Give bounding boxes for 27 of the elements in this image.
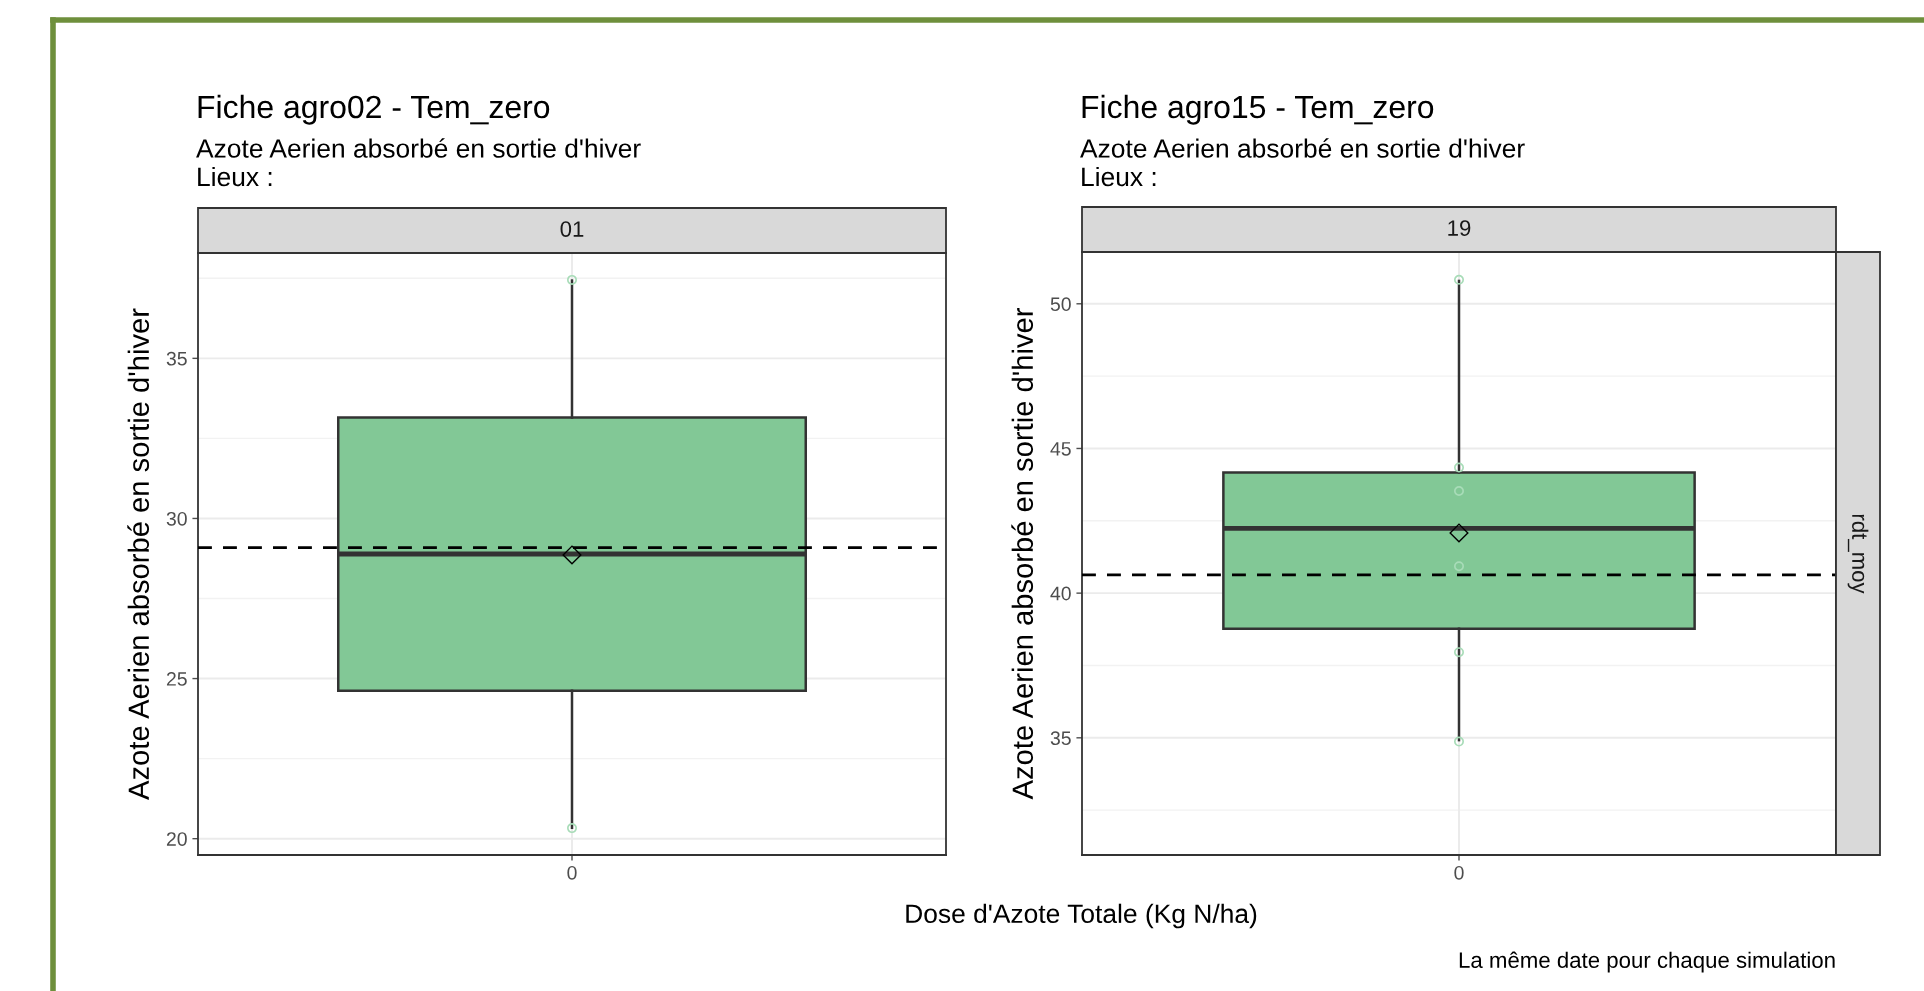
y-axis-title: Azote Aerien absorbé en sortie d'hiver xyxy=(1011,307,1034,800)
point xyxy=(1453,561,1465,572)
x-axis-title: Dose d'Azote Totale (Kg N/ha) xyxy=(906,903,1257,929)
x-tick-label: 0 xyxy=(567,865,577,880)
y-tick-label: 40 xyxy=(1050,586,1071,601)
y-tick-label: 25 xyxy=(166,672,187,686)
y-tick-label: 50 xyxy=(1050,297,1071,312)
y-tick-label: 30 xyxy=(166,511,187,526)
text: 01 xyxy=(560,221,584,237)
chart-title: Fiche agro15 - Tem_zero xyxy=(1082,94,1434,125)
y-tick-label: 35 xyxy=(166,351,187,366)
chart-subtitle: Azote Aerien absorbé en sortie d'hiver Lieux : xyxy=(1080,138,1525,187)
chart-subtitle: Azote Aerien absorbé en sortie d'hiver Lieux : xyxy=(196,138,641,187)
point xyxy=(1453,485,1465,497)
x-tick-label: 0 xyxy=(1454,865,1464,880)
chart-title: Fiche agro02 - Tem_zero xyxy=(198,94,550,125)
y-tick-label: 45 xyxy=(1050,442,1071,456)
text: La même date pour chaque simulation xyxy=(1459,951,1835,973)
y-axis-title: Azote Aerien absorbé en sortie d'hiver xyxy=(127,308,150,800)
point xyxy=(1453,736,1465,747)
y-tick-label: 35 xyxy=(1050,731,1071,746)
point xyxy=(1453,647,1465,658)
point xyxy=(1453,462,1465,473)
text: rdt_moy xyxy=(1847,514,1869,594)
y-tick-label: 20 xyxy=(166,832,187,846)
text: 19 xyxy=(1448,220,1471,236)
point xyxy=(1453,274,1465,285)
